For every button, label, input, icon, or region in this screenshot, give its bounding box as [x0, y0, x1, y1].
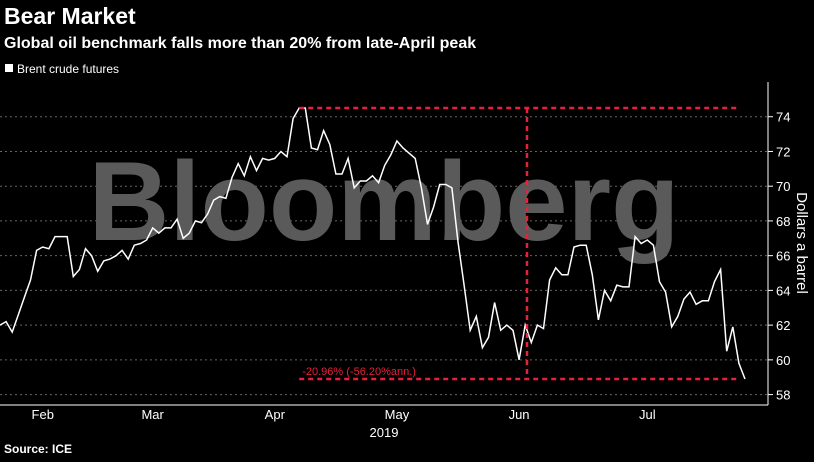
line-series — [0, 107, 746, 380]
y-tick-label: 58 — [776, 388, 790, 403]
y-tick-label: 64 — [776, 283, 790, 298]
watermark: Bloomberg — [88, 139, 679, 264]
y-tick-label: 68 — [776, 214, 790, 229]
x-tick-label: Mar — [141, 407, 164, 422]
x-tick-label: Jun — [509, 407, 530, 422]
chart-subtitle: Global oil benchmark falls more than 20%… — [4, 35, 476, 52]
x-axis-label: 2019 — [370, 425, 399, 440]
y-tick-label: 60 — [776, 353, 790, 368]
source: Source: ICE — [4, 442, 72, 456]
annotation-label: -20.96% (-56.20%ann.) — [302, 366, 416, 378]
y-tick-label: 72 — [776, 144, 790, 159]
y-tick-label: 66 — [776, 249, 790, 264]
x-tick-label: Apr — [265, 407, 286, 422]
y-tick-label: 74 — [776, 110, 790, 125]
legend-label: Brent crude futures — [17, 62, 119, 76]
y-tick-label: 70 — [776, 179, 790, 194]
x-tick-label: Feb — [32, 407, 54, 422]
x-tick-label: Jul — [639, 407, 656, 422]
x-tick-label: May — [385, 407, 410, 422]
chart-title: Bear Market — [4, 3, 136, 29]
legend-swatch — [5, 64, 13, 72]
y-tick-label: 62 — [776, 318, 790, 333]
y-axis-label: Dollars a barrel — [793, 192, 810, 294]
